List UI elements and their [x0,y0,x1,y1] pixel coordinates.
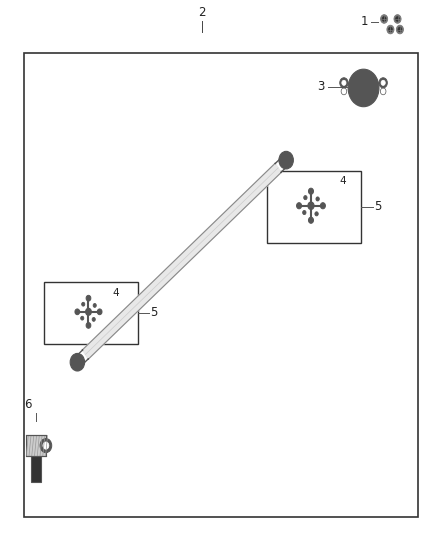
Circle shape [356,78,371,98]
Bar [31,456,41,482]
Circle shape [97,309,102,314]
Circle shape [86,322,91,328]
Circle shape [297,203,302,209]
Circle shape [382,17,386,21]
Circle shape [348,69,379,107]
Circle shape [279,151,293,169]
Circle shape [75,309,80,314]
Bar [26,435,46,456]
Text: 1: 1 [360,15,368,28]
Circle shape [93,303,96,308]
Circle shape [85,308,92,316]
Circle shape [342,80,346,85]
Circle shape [389,27,392,32]
Circle shape [81,316,84,320]
Text: 4: 4 [340,176,346,186]
Circle shape [92,318,95,321]
Circle shape [396,17,399,21]
Circle shape [86,295,91,301]
Bar [24,53,418,517]
Circle shape [308,202,314,209]
Circle shape [381,15,388,23]
Circle shape [316,197,319,201]
Circle shape [43,442,49,449]
Circle shape [304,196,307,200]
Circle shape [81,302,85,306]
Circle shape [396,25,403,34]
Circle shape [308,188,314,195]
Circle shape [340,78,348,88]
Bar [267,171,361,243]
Circle shape [303,211,306,215]
Polygon shape [82,163,281,359]
Circle shape [40,439,52,453]
Text: 2: 2 [198,6,206,19]
Circle shape [320,203,325,209]
Bar [44,282,138,344]
Text: 4: 4 [112,288,119,298]
Circle shape [70,353,85,371]
Circle shape [381,80,385,85]
Text: 5: 5 [150,306,157,319]
Circle shape [308,217,314,223]
Circle shape [398,27,402,32]
Circle shape [315,212,318,216]
Text: 6: 6 [24,399,32,411]
Circle shape [394,15,401,23]
Circle shape [387,25,394,34]
Circle shape [379,78,387,88]
Text: 3: 3 [318,80,325,93]
Text: 5: 5 [374,200,381,213]
